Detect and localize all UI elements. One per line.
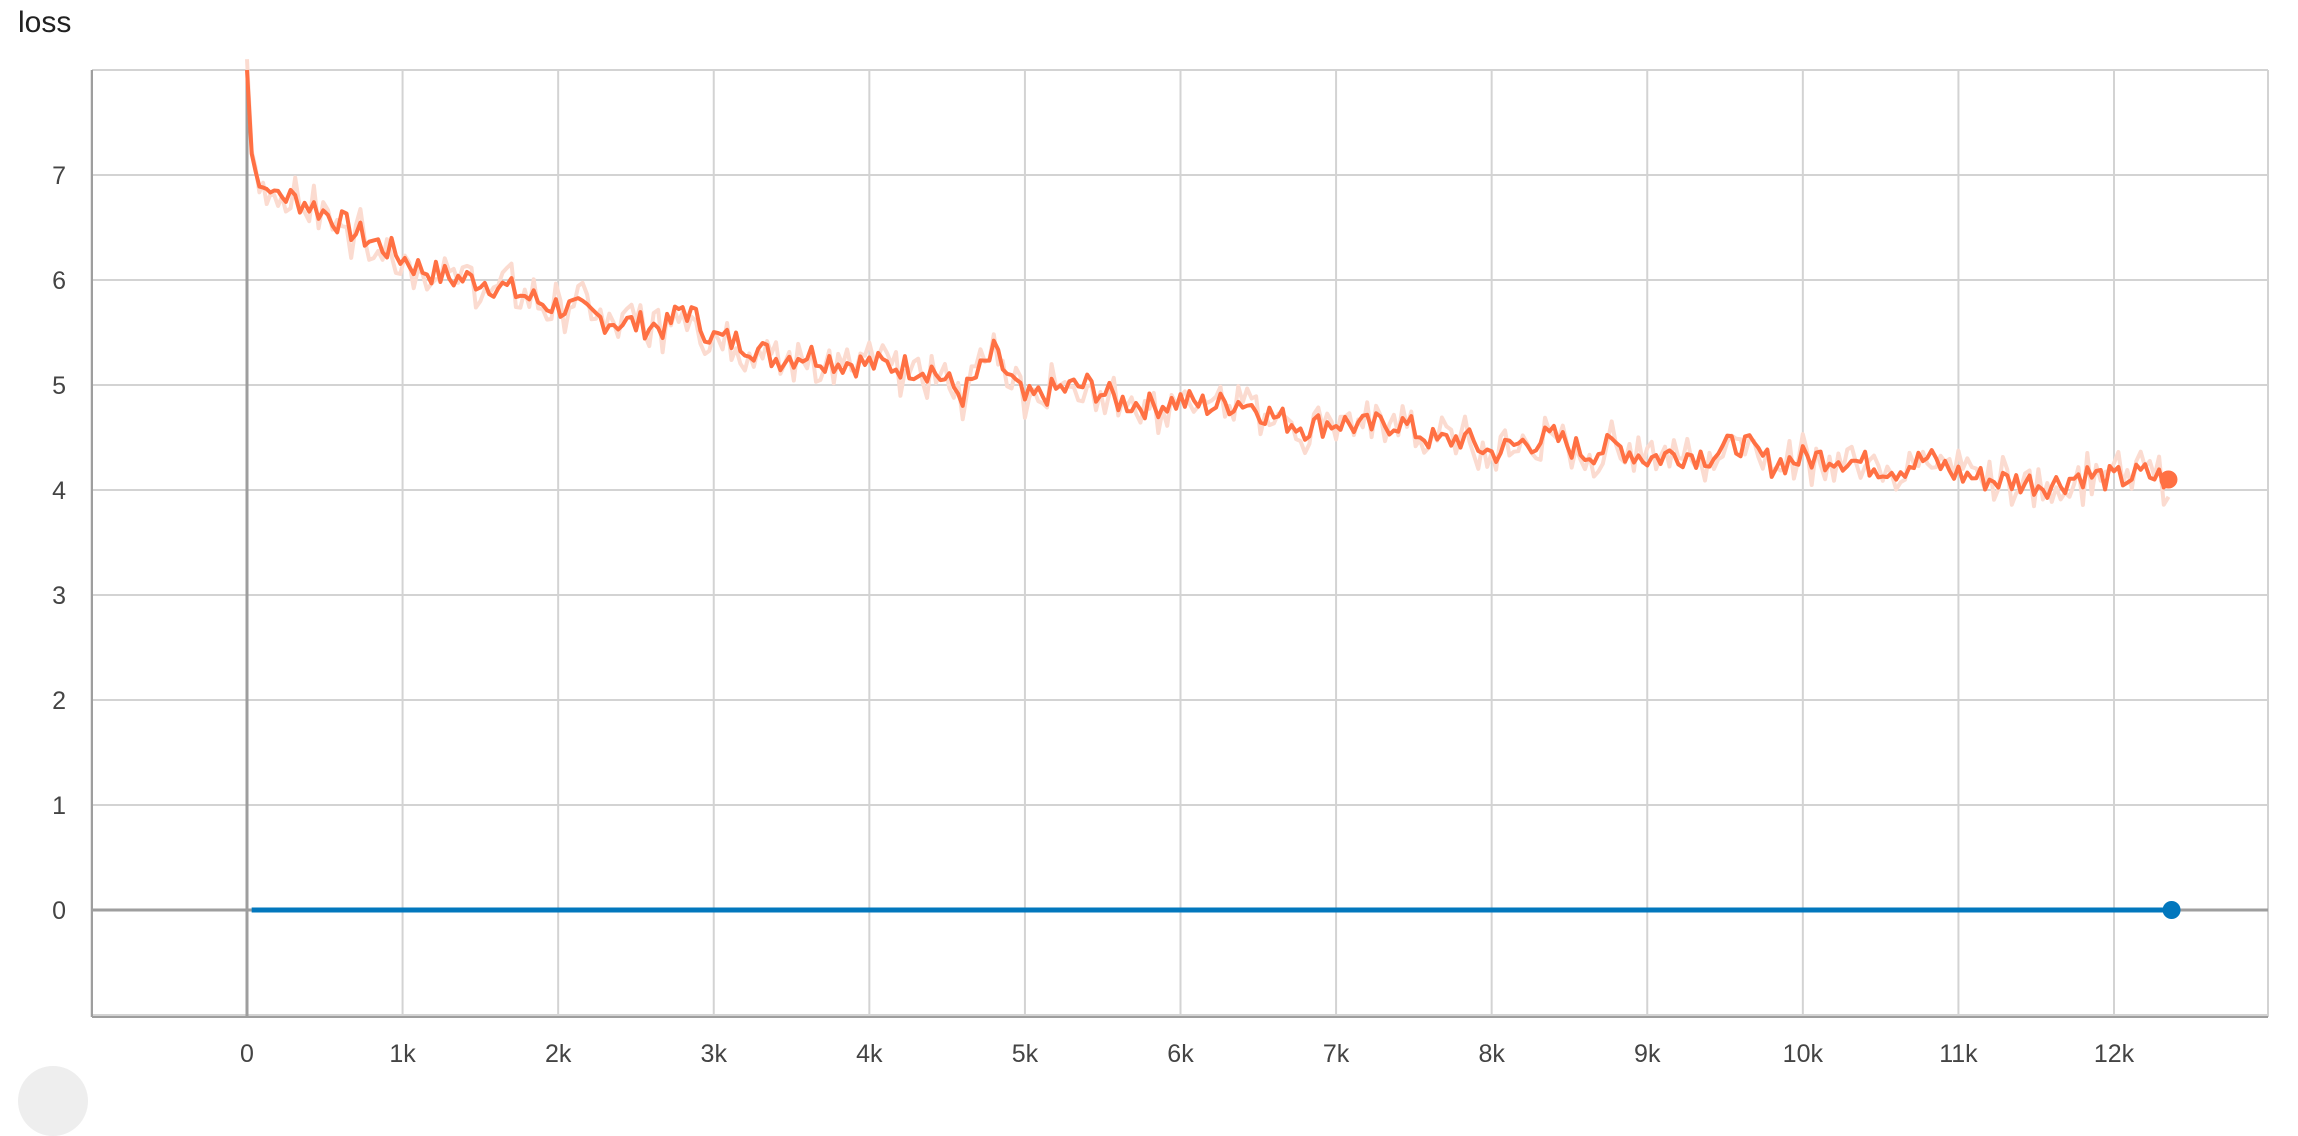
raw-series-layer — [245, 59, 2171, 509]
x-tick-label: 6k — [1167, 1040, 1194, 1068]
raw-series-line — [245, 59, 2171, 509]
loss-chart: 0 1k 2k 3k 4k 5k 6k 7k 8k 9k 10k 11k 12k 0 1 2 3 4 5 6 7 — [52, 59, 2269, 1068]
x-tick-label: 3k — [701, 1040, 728, 1068]
y-tick-label: 0 — [52, 897, 66, 925]
corner-button[interactable] — [18, 1066, 88, 1136]
x-tick-label: 8k — [1478, 1040, 1505, 1068]
x-tick-label: 7k — [1323, 1040, 1350, 1068]
x-tick-label: 10k — [1783, 1040, 1824, 1068]
y-tick-label: 1 — [52, 792, 66, 820]
chart-title: loss — [18, 6, 72, 39]
x-tick-label: 0 — [240, 1040, 254, 1068]
x-tick-label: 4k — [856, 1040, 883, 1068]
loss-series-line — [245, 69, 2171, 500]
loss-series-endpoint — [2159, 470, 2178, 489]
y-tick-label: 5 — [52, 372, 66, 400]
y-tick-label: 2 — [52, 687, 66, 715]
x-tick-label: 11k — [1939, 1040, 1978, 1068]
y-tick-label: 7 — [52, 162, 66, 190]
y-tick-label: 3 — [52, 582, 66, 610]
y-tick-label: 6 — [52, 267, 66, 295]
grid-layer — [90, 69, 2269, 1017]
blue-series-endpoint — [2162, 901, 2181, 919]
x-tick-label: 2k — [545, 1040, 572, 1068]
x-tick-label: 5k — [1012, 1040, 1039, 1068]
x-tick-label: 12k — [2094, 1040, 2135, 1068]
x-tick-label: 1k — [389, 1040, 416, 1068]
series-layer — [245, 69, 2181, 919]
x-tick-label: 9k — [1634, 1040, 1661, 1068]
tick-label-layer: 0 1k 2k 3k 4k 5k 6k 7k 8k 9k 10k 11k 12k 0 1 2 3 4 5 6 7 — [52, 162, 2135, 1068]
y-tick-label: 4 — [52, 477, 66, 505]
